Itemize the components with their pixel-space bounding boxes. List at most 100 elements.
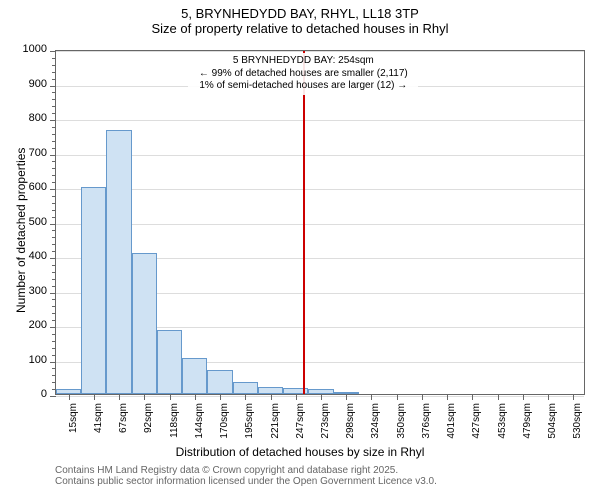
grid-line (56, 189, 584, 190)
x-tick-label: 479sqm (522, 403, 533, 448)
y-tick-minor (52, 286, 56, 287)
y-tick-minor (52, 99, 56, 100)
marker-line (303, 51, 305, 394)
x-tick (271, 394, 272, 400)
callout-line2: ← 99% of detached houses are smaller (2,… (192, 68, 414, 81)
grid-line (56, 396, 584, 397)
y-tick-minor (52, 127, 56, 128)
y-tick-minor (52, 210, 56, 211)
y-tick-minor (52, 348, 56, 349)
y-tick-minor (52, 272, 56, 273)
y-tick-label: 300 (7, 285, 47, 297)
x-tick-label: 350sqm (396, 403, 407, 448)
x-tick (170, 394, 171, 400)
y-tick-minor (52, 244, 56, 245)
histogram-bar (258, 387, 283, 394)
y-tick-minor (52, 58, 56, 59)
y-tick-minor (52, 251, 56, 252)
histogram-bar (106, 130, 131, 394)
y-tick-minor (52, 113, 56, 114)
y-tick-minor (52, 265, 56, 266)
x-tick (498, 394, 499, 400)
y-tick-minor (52, 313, 56, 314)
y-tick-major (50, 51, 56, 52)
histogram-bar (81, 187, 106, 394)
x-tick-label: 170sqm (219, 403, 230, 448)
title-line2: Size of property relative to detached ho… (0, 21, 600, 36)
y-tick-major (50, 155, 56, 156)
x-tick-label: 41sqm (93, 403, 104, 448)
y-tick-minor (52, 299, 56, 300)
y-tick-minor (52, 148, 56, 149)
y-tick-minor (52, 237, 56, 238)
x-tick (397, 394, 398, 400)
y-tick-label: 1000 (7, 43, 47, 55)
y-tick-minor (52, 355, 56, 356)
grid-line (56, 224, 584, 225)
y-tick-major (50, 327, 56, 328)
y-tick-minor (52, 382, 56, 383)
y-tick-minor (52, 320, 56, 321)
x-tick (94, 394, 95, 400)
x-tick (447, 394, 448, 400)
y-tick-major (50, 396, 56, 397)
chart-stage: 5, BRYNHEDYDD BAY, RHYL, LL18 3TP Size o… (0, 0, 600, 500)
x-tick-label: 15sqm (68, 403, 79, 448)
y-tick-minor (52, 134, 56, 135)
x-tick-label: 530sqm (572, 403, 583, 448)
title-line1: 5, BRYNHEDYDD BAY, RHYL, LL18 3TP (0, 6, 600, 21)
y-tick-label: 900 (7, 78, 47, 90)
x-tick (548, 394, 549, 400)
x-tick (195, 394, 196, 400)
y-tick-minor (52, 106, 56, 107)
y-tick-major (50, 86, 56, 87)
y-tick-minor (52, 306, 56, 307)
y-tick-minor (52, 92, 56, 93)
x-tick (69, 394, 70, 400)
y-tick-minor (52, 161, 56, 162)
marker-callout: 5 BRYNHEDYDD BAY: 254sqm← 99% of detache… (188, 53, 418, 95)
footer-line1: Contains HM Land Registry data © Crown c… (55, 465, 437, 476)
y-tick-minor (52, 368, 56, 369)
y-tick-minor (52, 230, 56, 231)
callout-line3: 1% of semi-detached houses are larger (1… (192, 80, 414, 93)
chart-title: 5, BRYNHEDYDD BAY, RHYL, LL18 3TP Size o… (0, 6, 600, 36)
x-tick (371, 394, 372, 400)
y-tick-minor (52, 182, 56, 183)
callout-line1: 5 BRYNHEDYDD BAY: 254sqm (192, 55, 414, 68)
x-tick (472, 394, 473, 400)
x-tick-label: 273sqm (320, 403, 331, 448)
x-tick (220, 394, 221, 400)
x-tick (296, 394, 297, 400)
y-tick-label: 800 (7, 112, 47, 124)
y-tick-major (50, 362, 56, 363)
y-tick-major (50, 189, 56, 190)
x-tick-label: 118sqm (169, 403, 180, 448)
footer-attribution: Contains HM Land Registry data © Crown c… (55, 465, 437, 487)
y-tick-minor (52, 279, 56, 280)
x-tick-label: 504sqm (547, 403, 558, 448)
x-tick-label: 324sqm (370, 403, 381, 448)
x-tick (245, 394, 246, 400)
histogram-bar (157, 330, 182, 394)
y-tick-minor (52, 141, 56, 142)
y-tick-minor (52, 65, 56, 66)
x-tick (523, 394, 524, 400)
y-tick-minor (52, 217, 56, 218)
x-tick (346, 394, 347, 400)
x-tick-label: 67sqm (118, 403, 129, 448)
y-tick-minor (52, 175, 56, 176)
y-tick-minor (52, 79, 56, 80)
x-tick (573, 394, 574, 400)
x-tick-label: 453sqm (497, 403, 508, 448)
x-tick-label: 247sqm (295, 403, 306, 448)
x-tick-label: 221sqm (270, 403, 281, 448)
x-tick-label: 195sqm (244, 403, 255, 448)
y-tick-label: 700 (7, 147, 47, 159)
x-tick (422, 394, 423, 400)
grid-line (56, 51, 584, 52)
y-tick-label: 0 (7, 388, 47, 400)
y-tick-label: 400 (7, 250, 47, 262)
y-tick-label: 600 (7, 181, 47, 193)
y-tick-major (50, 224, 56, 225)
